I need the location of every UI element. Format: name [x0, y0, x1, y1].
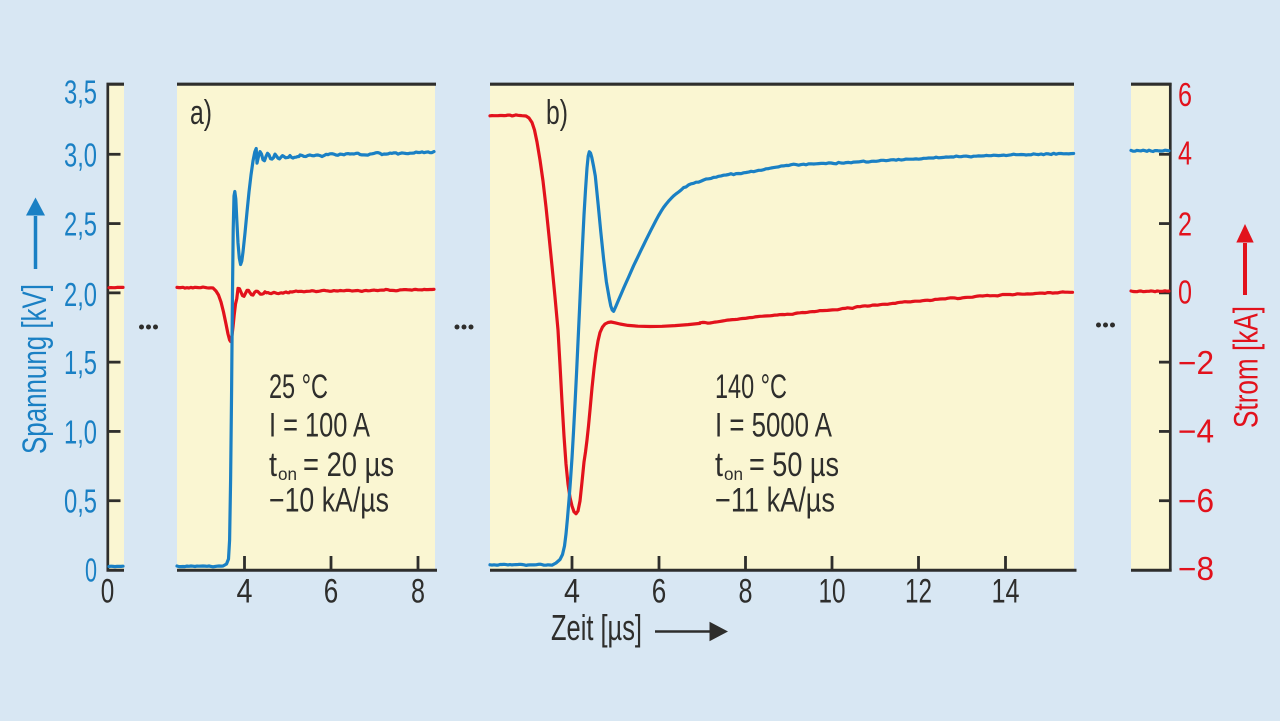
- svg-text:t: t: [715, 446, 723, 484]
- svg-text:−2: −2: [1178, 344, 1214, 381]
- svg-text:a): a): [190, 94, 212, 132]
- svg-text:6: 6: [1178, 76, 1192, 113]
- svg-text:2,0: 2,0: [64, 276, 97, 313]
- svg-text:8: 8: [411, 573, 425, 611]
- svg-text:on: on: [278, 464, 297, 484]
- svg-text:1,0: 1,0: [64, 413, 97, 450]
- svg-text:140 °C: 140 °C: [715, 368, 787, 406]
- svg-text:0: 0: [101, 573, 115, 611]
- svg-text:Zeit [µs]: Zeit [µs]: [551, 607, 642, 648]
- svg-text:0: 0: [85, 552, 97, 589]
- svg-text:0,5: 0,5: [64, 483, 97, 520]
- svg-text:8: 8: [739, 573, 753, 611]
- svg-text:−4: −4: [1178, 413, 1214, 450]
- svg-text:4: 4: [237, 573, 253, 611]
- svg-text:−10 kA/µs: −10 kA/µs: [269, 482, 389, 520]
- svg-text:on: on: [724, 464, 743, 484]
- svg-text:I = 5000 A: I = 5000 A: [715, 407, 832, 445]
- svg-text:2,5: 2,5: [64, 206, 97, 243]
- svg-text:b): b): [546, 94, 568, 132]
- svg-text:4: 4: [1178, 135, 1192, 172]
- svg-text:6: 6: [652, 573, 667, 611]
- svg-text:−11 kA/µs: −11 kA/µs: [715, 482, 835, 520]
- svg-text:3,5: 3,5: [64, 74, 97, 111]
- svg-text:−8: −8: [1178, 550, 1214, 587]
- svg-text:1,5: 1,5: [64, 344, 97, 381]
- svg-text:2: 2: [1178, 206, 1192, 243]
- svg-text:= 20 µs: = 20 µs: [303, 446, 394, 484]
- svg-text:t: t: [269, 446, 277, 484]
- svg-text:I = 100 A: I = 100 A: [269, 407, 370, 445]
- svg-text:−6: −6: [1178, 482, 1214, 519]
- svg-text:0: 0: [1178, 274, 1192, 311]
- svg-text:10: 10: [819, 573, 846, 611]
- svg-text:Strom [kA]: Strom [kA]: [1228, 306, 1266, 428]
- svg-text:6: 6: [324, 573, 339, 611]
- svg-text:= 50 µs: = 50 µs: [749, 446, 839, 484]
- svg-text:4: 4: [564, 573, 580, 611]
- svg-text:3,0: 3,0: [64, 136, 97, 173]
- svg-text:12: 12: [905, 573, 932, 611]
- svg-text:Spannung [kV]: Spannung [kV]: [16, 284, 54, 454]
- svg-text:14: 14: [992, 573, 1020, 611]
- svg-text:25 °C: 25 °C: [269, 368, 328, 406]
